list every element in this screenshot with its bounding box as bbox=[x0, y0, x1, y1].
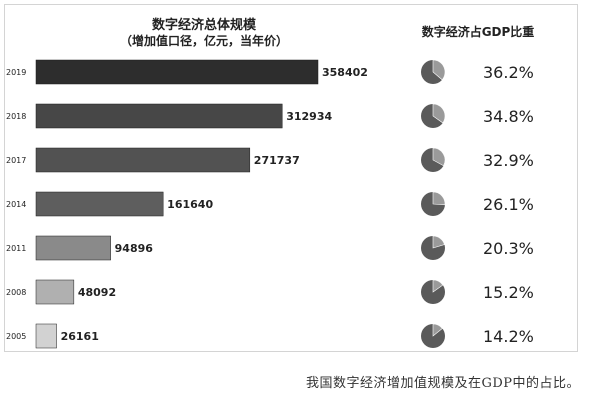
pie-percent-label-2005: 14.2% bbox=[483, 327, 534, 346]
pie-percent-label-2017: 32.9% bbox=[483, 151, 534, 170]
bar-value-label-2008: 48092 bbox=[78, 286, 116, 299]
bar-2014 bbox=[35, 191, 164, 217]
year-label-2017: 2017 bbox=[6, 156, 26, 165]
pie-slice-2011 bbox=[432, 235, 445, 249]
year-label-2019: 2019 bbox=[6, 68, 26, 77]
bar-2018 bbox=[35, 103, 283, 129]
bar-2011 bbox=[35, 235, 111, 261]
year-label-2011: 2011 bbox=[6, 244, 26, 253]
bar-value-label-2014: 161640 bbox=[167, 198, 213, 211]
year-label-2008: 2008 bbox=[6, 288, 26, 297]
chart-frame bbox=[4, 4, 578, 352]
year-label-2005: 2005 bbox=[6, 332, 26, 341]
pie-percent-label-2019: 36.2% bbox=[483, 63, 534, 82]
year-label-2014: 2014 bbox=[6, 200, 26, 209]
pie-slice-2018 bbox=[432, 103, 446, 124]
pie-percent-label-2011: 20.3% bbox=[483, 239, 534, 258]
bar-chart-title: 数字经济总体规模 bbox=[151, 18, 256, 33]
pie-percent-label-2014: 26.1% bbox=[483, 195, 534, 214]
pie-slice-2019 bbox=[432, 59, 446, 81]
pie-percent-label-2008: 15.2% bbox=[483, 283, 534, 302]
pie-slice-2017 bbox=[432, 147, 446, 167]
pie-slice-2008 bbox=[432, 279, 444, 293]
pie-slice-2014 bbox=[432, 191, 446, 206]
bar-2008 bbox=[35, 279, 75, 305]
pie-chart-title: 数字经济占GDP比重 bbox=[421, 25, 535, 39]
bar-2019 bbox=[35, 59, 319, 85]
bar-value-label-2018: 312934 bbox=[286, 110, 332, 123]
bar-value-label-2011: 94896 bbox=[115, 242, 154, 255]
pie-percent-label-2018: 34.8% bbox=[483, 107, 534, 126]
bar-2005 bbox=[35, 323, 57, 349]
figure-caption: 我国数字经济增加值规模及在GDP中的占比。 bbox=[305, 376, 580, 391]
bar-value-label-2019: 358402 bbox=[322, 66, 368, 79]
year-label-2018: 2018 bbox=[6, 112, 26, 121]
bar-value-label-2017: 271737 bbox=[254, 154, 300, 167]
bar-2017 bbox=[35, 147, 251, 173]
bar-chart-subtitle: （增加值口径，亿元，当年价） bbox=[119, 34, 288, 48]
pie-slice-2005 bbox=[432, 323, 443, 337]
bar-value-label-2005: 26161 bbox=[61, 330, 99, 343]
